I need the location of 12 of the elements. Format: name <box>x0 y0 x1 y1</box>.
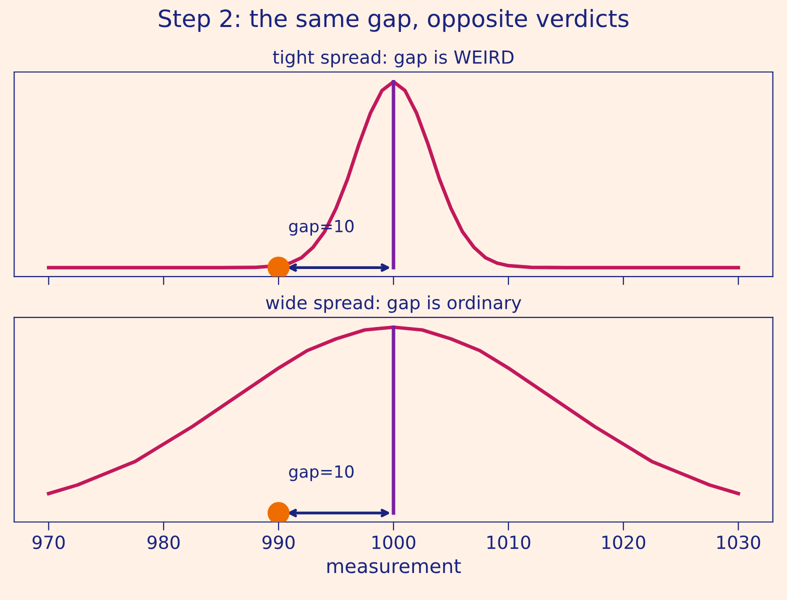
annotation: gap=10 <box>289 465 354 482</box>
x-tick-label: 1010 <box>487 536 530 550</box>
chart-subtitle: tight spread: gap is WEIRD <box>272 50 514 68</box>
x-axis-title: measurement <box>327 559 461 574</box>
x-tick-label: 990 <box>262 536 295 550</box>
x-tick-label: 1030 <box>717 536 760 550</box>
x-tick-label: 1020 <box>602 536 646 550</box>
x-tick-label: 1000 <box>372 536 416 550</box>
chart-title: Step 2: the same gap, opposite verdicts <box>158 9 628 32</box>
chart-title: wide spread: gap is ordinary <box>266 295 522 313</box>
x-tick-label: 970 <box>32 536 65 550</box>
x-tick-label: 980 <box>148 536 180 550</box>
